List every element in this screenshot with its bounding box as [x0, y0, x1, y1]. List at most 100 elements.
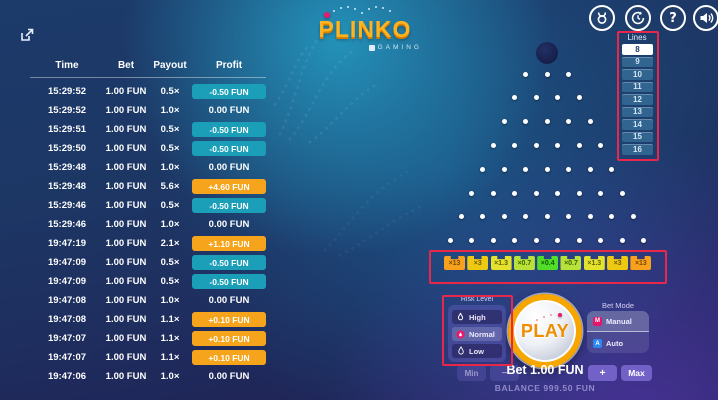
- peg: [533, 238, 539, 244]
- peg: [533, 142, 539, 148]
- bet-amount-display: Bet 1.00 FUN: [506, 363, 584, 377]
- profit-badge: +0.10 FUN: [192, 312, 266, 327]
- bet-min-button[interactable]: Min: [457, 365, 486, 381]
- peg: [458, 214, 464, 220]
- peg: [598, 142, 604, 148]
- peg: [490, 142, 496, 148]
- peg: [566, 214, 571, 220]
- risk-high-button[interactable]: High: [452, 310, 502, 324]
- lines-option-8[interactable]: 8: [622, 44, 653, 55]
- bet-decrease-button[interactable]: −: [490, 365, 519, 381]
- bet-mode-auto-button[interactable]: A Auto: [587, 333, 649, 354]
- lines-option-13[interactable]: 13: [622, 106, 653, 117]
- peg: [587, 166, 593, 172]
- profit-badge: -0.50 FUN: [192, 122, 266, 137]
- brand-button[interactable]: [589, 5, 615, 31]
- drop-icon: [456, 346, 465, 356]
- lines-option-15[interactable]: 15: [622, 131, 653, 142]
- manual-badge-icon: M: [593, 316, 602, 326]
- multiplier-chip: ×1.3: [583, 256, 605, 270]
- table-row: 19:47:08 1.00 FUN 1.0× 0.00 FUN: [47, 295, 250, 306]
- peg: [587, 119, 593, 125]
- peg: [490, 190, 496, 196]
- history-button[interactable]: [625, 5, 651, 31]
- peg: [501, 119, 507, 125]
- lines-option-16[interactable]: 16: [622, 144, 653, 155]
- table-row: 19:47:06 1.00 FUN 1.0× 0.00 FUN: [47, 371, 250, 382]
- play-button[interactable]: PLAY: [508, 294, 582, 368]
- play-button-label: PLAY: [520, 320, 570, 341]
- bet-max-button[interactable]: Max: [621, 365, 652, 381]
- peg: [609, 166, 614, 172]
- lines-option-12[interactable]: 12: [622, 94, 653, 105]
- peg: [576, 238, 582, 244]
- risk-normal-button[interactable]: Normal: [452, 327, 502, 341]
- annotation-rect-risk: [442, 295, 513, 366]
- peg: [587, 214, 593, 220]
- multiplier-chip: ×3: [467, 256, 489, 270]
- external-link-button[interactable]: [18, 26, 36, 44]
- peg: [576, 190, 582, 196]
- peg: [523, 119, 528, 125]
- peg: [480, 166, 485, 172]
- balance-display: BALANCE 999.50 FUN: [494, 383, 596, 393]
- flame-icon: [456, 312, 465, 322]
- peg: [533, 190, 539, 196]
- multiplier-chip: ×0.7: [560, 256, 582, 270]
- lines-option-9[interactable]: 9: [622, 56, 653, 67]
- risk-level-label: Risk Level: [460, 296, 494, 303]
- profit-badge: -0.50 FUN: [192, 255, 266, 270]
- fire-circle-icon: [456, 329, 465, 339]
- logo-subtitle: GAMING: [300, 44, 430, 51]
- table-row: 19:47:09 1.00 FUN 0.5× -0.50 FUN: [30, 253, 266, 272]
- lines-option-14[interactable]: 14: [622, 119, 653, 130]
- peg: [512, 238, 518, 244]
- peg: [469, 238, 475, 244]
- peg: [523, 166, 528, 172]
- risk-low-button[interactable]: Low: [452, 344, 502, 358]
- ball-drop-hole: [536, 42, 558, 64]
- peg: [447, 238, 453, 244]
- table-row: 15:29:48 1.00 FUN 1.0× 0.00 FUN: [47, 162, 250, 173]
- bet-mode-label: Bet Mode: [601, 301, 635, 310]
- peg: [598, 238, 604, 244]
- profit-badge: +0.10 FUN: [192, 350, 266, 365]
- sound-button[interactable]: [693, 5, 718, 31]
- peg: [501, 166, 507, 172]
- peg: [490, 238, 496, 244]
- bet-increase-button[interactable]: +: [588, 365, 617, 381]
- history-icon: [631, 11, 645, 25]
- annotation-rect-lines: [617, 31, 659, 161]
- profit-badge: +1.10 FUN: [192, 236, 266, 251]
- bet-mode-manual-button[interactable]: M Manual: [587, 311, 649, 332]
- table-row: 19:47:07 1.00 FUN 1.1× +0.10 FUN: [30, 348, 266, 367]
- table-row: 19:47:09 1.00 FUN 0.5× -0.50 FUN: [30, 272, 266, 291]
- peg: [566, 71, 571, 77]
- gaming-logo-icon: [368, 44, 375, 51]
- peg: [555, 142, 561, 148]
- multiplier-chip: ×1.3: [490, 256, 512, 270]
- table-row: 19:47:07 1.00 FUN 1.1× +0.10 FUN: [30, 329, 266, 348]
- logo-ball: [324, 12, 330, 18]
- table-row: 15:29:48 1.00 FUN 5.6× +4.60 FUN: [30, 177, 266, 196]
- auto-badge-icon: A: [593, 339, 602, 348]
- column-header-profit: Profit: [215, 60, 243, 71]
- peg: [512, 142, 518, 148]
- multiplier-chip: ×13: [630, 256, 652, 270]
- column-header-bet: Bet: [117, 60, 135, 71]
- peg: [544, 166, 550, 172]
- profit-badge: +4.60 FUN: [192, 179, 266, 194]
- peg: [576, 142, 582, 148]
- table-row: 15:29:46 1.00 FUN 0.5× -0.50 FUN: [30, 196, 266, 215]
- peg: [641, 238, 647, 244]
- lines-option-11[interactable]: 11: [622, 81, 653, 92]
- lines-option-10[interactable]: 10: [622, 69, 653, 80]
- annotation-rect-multipliers: [429, 250, 667, 284]
- table-row: 15:29:52 1.00 FUN 0.5× -0.50 FUN: [30, 82, 266, 101]
- peg: [576, 95, 582, 101]
- lines-label: Lines: [627, 33, 647, 42]
- peg: [512, 95, 518, 101]
- multiplier-chip: ×0.4: [537, 256, 559, 270]
- table-row: 19:47:19 1.00 FUN 2.1× +1.10 FUN: [30, 234, 266, 253]
- help-button[interactable]: ?: [660, 5, 686, 31]
